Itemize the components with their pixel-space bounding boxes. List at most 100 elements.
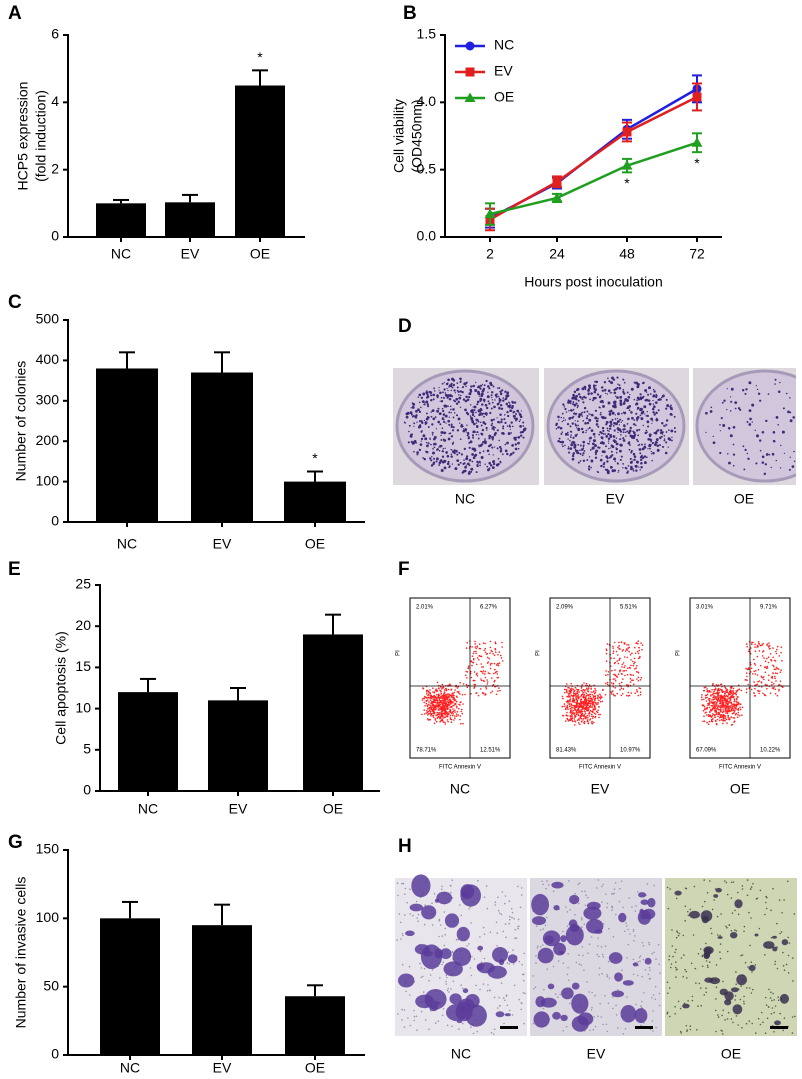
event-dot	[590, 697, 593, 700]
event-dot	[568, 694, 570, 697]
colony	[574, 434, 578, 437]
cell	[724, 999, 732, 1006]
colony	[489, 443, 492, 447]
colony	[605, 423, 608, 425]
event-dot	[706, 721, 708, 724]
event-dot	[441, 710, 444, 712]
event-dot	[765, 666, 767, 668]
colony	[488, 461, 491, 465]
error-bar	[214, 351, 230, 373]
event-dot	[437, 707, 439, 709]
colony	[587, 390, 589, 392]
event-dot	[574, 724, 576, 726]
colony	[748, 381, 752, 385]
pore	[765, 1004, 768, 1006]
pore	[559, 993, 561, 996]
pore	[686, 977, 688, 979]
colony	[650, 443, 652, 446]
event-dot	[589, 704, 592, 707]
colony	[432, 451, 435, 455]
pore	[569, 1002, 571, 1005]
event-dot	[478, 659, 480, 661]
pore	[508, 963, 511, 965]
cell	[531, 893, 549, 916]
colony	[582, 444, 585, 447]
colony	[444, 414, 448, 418]
pore	[773, 999, 775, 1001]
event-dot	[619, 689, 621, 691]
event-dot	[438, 694, 440, 696]
event-dot	[430, 695, 432, 697]
event-dot	[635, 667, 637, 669]
y-axis-label: PI	[536, 650, 542, 656]
colony	[761, 431, 765, 434]
event-dot	[753, 692, 755, 694]
colony	[670, 429, 674, 433]
cell	[622, 980, 634, 986]
event-dot	[428, 703, 430, 706]
event-dot	[774, 688, 777, 691]
event-dot	[722, 690, 725, 693]
pore	[486, 989, 489, 992]
event-dot	[780, 651, 782, 654]
colony	[513, 410, 516, 413]
event-dot	[612, 645, 614, 648]
legend-label: EV	[494, 63, 513, 79]
event-dot	[764, 660, 767, 663]
event-dot	[453, 694, 455, 697]
event-dot	[593, 712, 596, 715]
event-dot	[584, 697, 587, 699]
colony	[608, 430, 610, 432]
colony	[441, 407, 444, 410]
event-dot	[494, 641, 497, 643]
pore	[783, 969, 786, 971]
event-dot	[483, 649, 486, 652]
event-dot	[473, 671, 476, 673]
colony	[464, 408, 467, 412]
event-dot	[731, 707, 734, 710]
event-dot	[453, 700, 455, 702]
event-dot	[484, 676, 487, 679]
pore	[523, 952, 525, 955]
event-dot	[710, 694, 712, 697]
event-dot	[433, 700, 435, 703]
event-dot	[452, 708, 454, 710]
cell	[571, 993, 589, 1014]
colony	[618, 386, 622, 390]
quadrant-percent: 81.43%	[556, 748, 577, 754]
pore	[608, 977, 611, 980]
event-dot	[613, 694, 615, 697]
colony	[727, 453, 729, 455]
event-dot	[737, 689, 739, 691]
event-dot	[488, 657, 491, 660]
event-dot	[445, 693, 447, 696]
event-dot	[423, 713, 426, 715]
colony	[593, 386, 596, 389]
pore	[510, 908, 513, 910]
event-dot	[731, 704, 733, 707]
error-bar	[113, 198, 129, 204]
marker	[484, 208, 496, 219]
event-dot	[715, 713, 717, 716]
pore	[752, 883, 754, 885]
event-dot	[614, 680, 617, 682]
event-dot	[702, 720, 704, 723]
colony	[458, 396, 462, 400]
event-dot	[585, 698, 587, 701]
event-dot	[612, 652, 614, 654]
colony	[585, 431, 587, 434]
colony	[668, 439, 671, 441]
pore	[740, 985, 742, 987]
colony	[601, 416, 605, 420]
pore	[759, 889, 762, 892]
pore	[508, 922, 510, 925]
colony	[732, 464, 735, 467]
pore	[741, 885, 744, 887]
event-dot	[724, 686, 726, 689]
colony	[451, 429, 455, 432]
pore	[606, 906, 608, 909]
colony	[594, 380, 597, 383]
pore	[479, 950, 482, 953]
colony	[431, 423, 434, 426]
colony	[616, 462, 619, 464]
